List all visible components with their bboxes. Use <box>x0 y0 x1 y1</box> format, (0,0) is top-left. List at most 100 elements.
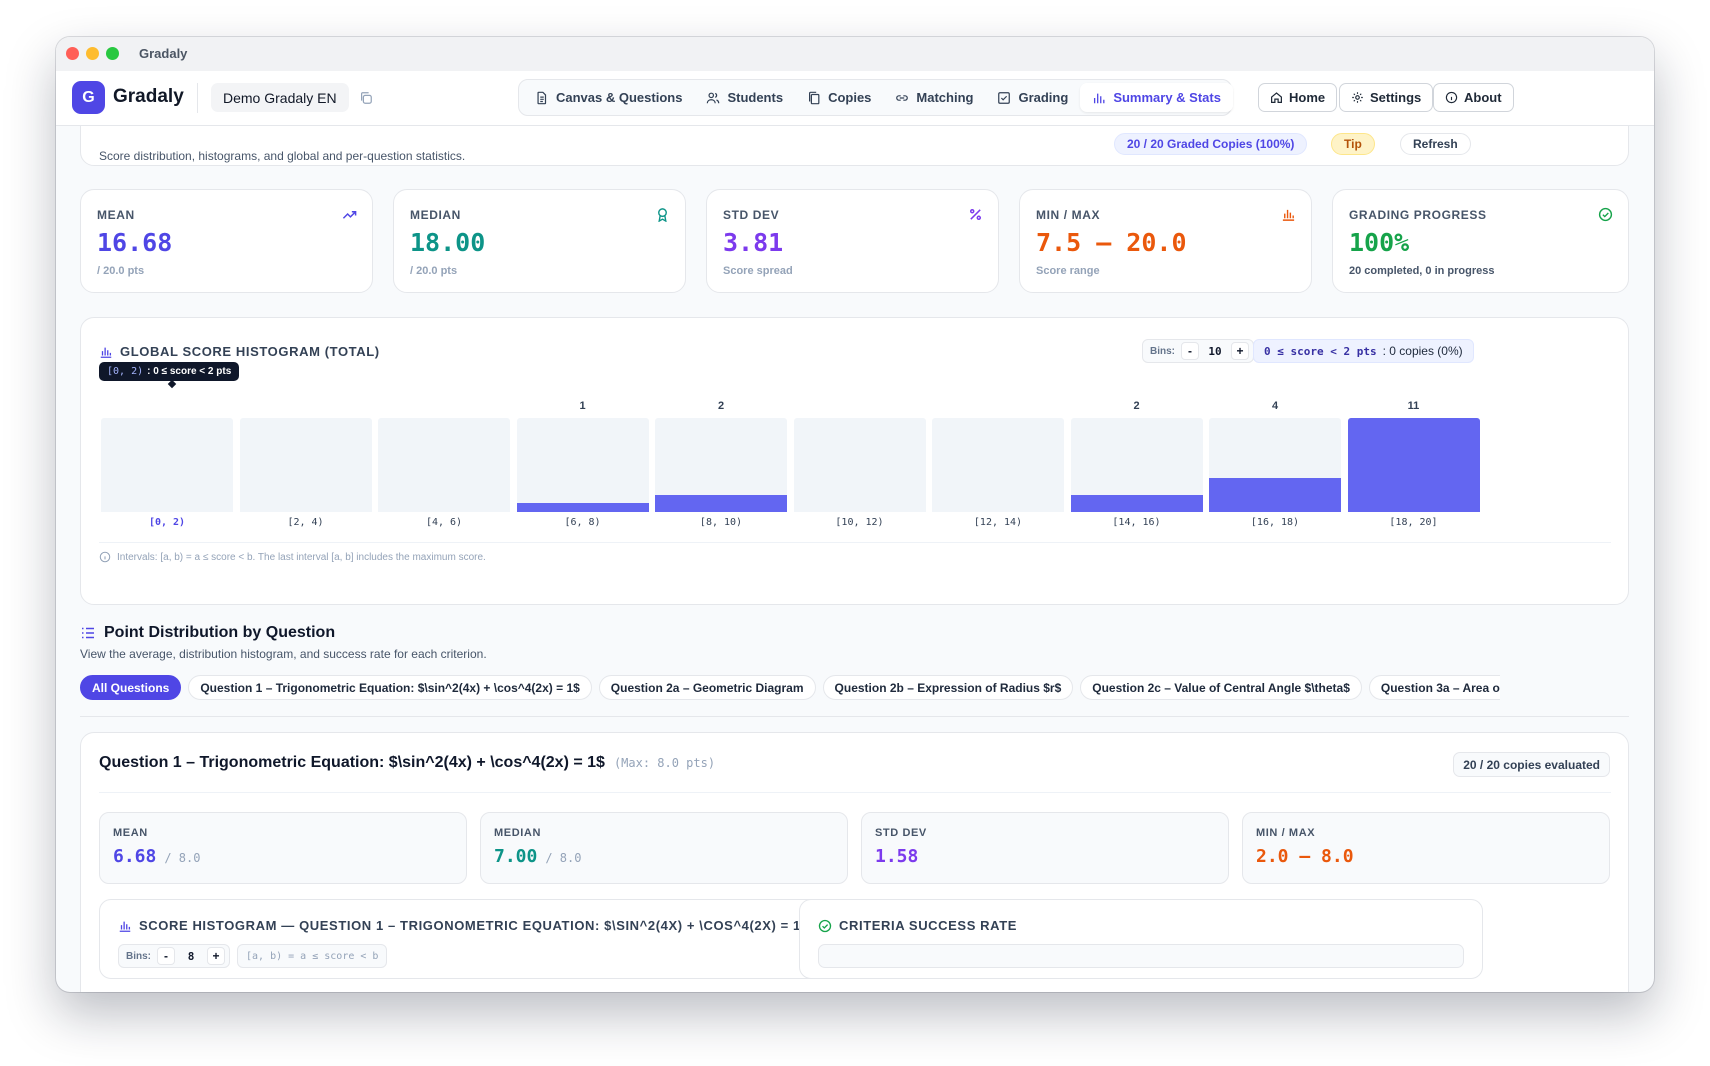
stat-card-mean: MEAN 16.68 / 20.0 pts <box>80 189 373 293</box>
histogram-note: Intervals: [a, b) = a ≤ score < b. The l… <box>99 551 486 563</box>
app-logo: G <box>72 81 105 114</box>
chip-question-1[interactable]: Question 1 – Trigonometric Equation: $\s… <box>188 675 592 700</box>
tab-canvas-questions[interactable]: Canvas & Questions <box>523 83 694 112</box>
copies-icon <box>809 91 820 104</box>
stat-number: 1.58 <box>875 846 919 867</box>
copy-icon[interactable] <box>359 91 373 105</box>
histogram-bar[interactable] <box>1347 418 1480 512</box>
stat-number: 7.00 <box>494 846 538 867</box>
stat-value: 3.81 <box>723 228 784 257</box>
bins-value[interactable]: 8 <box>187 949 195 963</box>
stat-label: MEAN <box>97 208 135 222</box>
chip-question-3a[interactable]: Question 3a – Area of Isosceles <box>1368 675 1500 700</box>
home-button[interactable]: Home <box>1258 83 1338 112</box>
histogram-count-label: 2 <box>717 400 725 412</box>
info-icon <box>99 551 111 563</box>
histogram-bar[interactable] <box>932 418 1064 512</box>
checkbox-icon <box>998 91 1011 104</box>
percent-icon <box>969 208 982 221</box>
section-title-text: Point Distribution by Question <box>104 624 336 641</box>
check-circle-icon <box>818 919 832 932</box>
stat-value: 100% <box>1349 228 1410 257</box>
check-circle-icon <box>1598 207 1613 222</box>
question-max-points: (Max: 8.0 pts) <box>613 756 716 770</box>
tab-label: Students <box>727 90 784 105</box>
tab-label: Canvas & Questions <box>556 90 683 105</box>
bins-increment-button[interactable]: + <box>207 947 225 965</box>
section-divider <box>80 716 1629 717</box>
stat-sub: / 20.0 pts <box>97 265 145 277</box>
bins-increment-button[interactable]: + <box>1231 342 1249 360</box>
bins-decrement-button[interactable]: - <box>1181 342 1199 360</box>
tab-summary-stats[interactable]: Summary & Stats <box>1080 83 1233 112</box>
main-content: Score distribution, histograms, and glob… <box>56 126 1654 992</box>
bins-control: Bins: - 10 + <box>1142 339 1254 363</box>
tab-students[interactable]: Students <box>694 83 795 112</box>
about-button[interactable]: About <box>1433 83 1514 112</box>
stat-sub: / 20.0 pts <box>410 265 458 277</box>
question-stat-median: MEDIAN 7.00 / 8.0 <box>480 812 848 884</box>
histogram-bin-label: [10, 12) <box>835 517 884 528</box>
stat-denominator: / 8.0 <box>545 851 582 865</box>
main-nav: Canvas & Questions Students Copies Match… <box>518 79 1233 116</box>
histogram-bars <box>101 418 1483 512</box>
stat-label: STD DEV <box>723 208 780 222</box>
bin-tooltip: [0, 2) : 0 ≤ score < 2 pts <box>99 362 240 381</box>
histogram-bin-label: [16, 18) <box>1250 517 1300 528</box>
bar-chart-icon <box>1282 209 1295 221</box>
question-filter-chips: All Questions Question 1 – Trigonometric… <box>80 675 1500 701</box>
histogram-bin-label: [8, 10) <box>699 517 743 528</box>
histogram-bar[interactable] <box>793 418 926 512</box>
chip-question-2c[interactable]: Question 2c – Value of Central Angle $\t… <box>1080 675 1362 700</box>
histogram-bin-label: [6, 8) <box>564 517 601 528</box>
question-divider <box>99 792 1611 793</box>
brand-name: Gradaly <box>113 86 184 107</box>
settings-button[interactable]: Settings <box>1339 83 1434 112</box>
bins-value[interactable]: 10 <box>1208 344 1222 358</box>
chip-all-questions[interactable]: All Questions <box>80 675 182 700</box>
histogram-bar[interactable] <box>378 418 510 512</box>
criteria-success-title-text: CRITERIA SUCCESS RATE <box>839 918 1018 933</box>
home-label: Home <box>1289 90 1326 105</box>
selected-range-pill: 0 ≤ score < 2 pts : 0 copies (0%) <box>1253 339 1474 363</box>
histogram-bar[interactable] <box>101 418 233 512</box>
tab-copies[interactable]: Copies <box>795 83 883 112</box>
bins-decrement-button[interactable]: - <box>157 947 175 965</box>
settings-label: Settings <box>1370 90 1422 105</box>
bar-chart-icon <box>119 921 131 932</box>
histogram-title-text: GLOBAL SCORE HISTOGRAM (TOTAL) <box>120 344 380 359</box>
tab-matching[interactable]: Matching <box>883 83 985 112</box>
zoom-window-button[interactable] <box>106 47 119 60</box>
window-title: Gradaly <box>139 46 188 61</box>
chip-question-2a[interactable]: Question 2a – Geometric Diagram <box>598 675 816 700</box>
stat-denominator: / 8.0 <box>164 851 201 865</box>
summary-header-card: Score distribution, histograms, and glob… <box>80 126 1629 166</box>
project-name[interactable]: Demo Gradaly EN <box>211 83 349 112</box>
tab-grading[interactable]: Grading <box>985 83 1080 112</box>
tip-button[interactable]: Tip <box>1331 133 1375 155</box>
histogram-bar[interactable] <box>239 418 372 512</box>
close-window-button[interactable] <box>66 47 79 60</box>
link-icon <box>896 94 909 101</box>
refresh-button[interactable]: Refresh <box>1400 133 1471 155</box>
per-question-section-title: Point Distribution by Question <box>80 624 335 642</box>
bins-label: Bins: <box>1150 345 1175 357</box>
question-stat-mean: MEAN 6.68 / 8.0 <box>99 812 467 884</box>
histogram-bar[interactable] <box>655 418 787 512</box>
minimize-window-button[interactable] <box>86 47 99 60</box>
histogram-bar[interactable] <box>1070 418 1203 512</box>
histogram-bar[interactable] <box>1209 418 1341 512</box>
histogram-bar[interactable] <box>516 418 649 512</box>
chip-question-2b[interactable]: Question 2b – Expression of Radius $r$ <box>822 675 1074 700</box>
criteria-row <box>818 944 1464 968</box>
question-histogram-title-text: SCORE HISTOGRAM — QUESTION 1 – TRIGONOME… <box>139 918 809 933</box>
stat-sub: Score spread <box>723 265 793 277</box>
tooltip-interval: [0, 2) <box>107 366 144 377</box>
question-title-text: Question 1 – Trigonometric Equation: $\s… <box>99 754 605 771</box>
stat-card-median: MEDIAN 18.00 / 20.0 pts <box>393 189 686 293</box>
stat-label: GRADING PROGRESS <box>1349 208 1487 222</box>
histogram-bin-label: [4, 6) <box>425 517 463 528</box>
award-icon <box>658 208 667 222</box>
question-stat-value: 7.00 / 8.0 <box>494 846 581 867</box>
histogram-bar-fill <box>1347 418 1480 512</box>
